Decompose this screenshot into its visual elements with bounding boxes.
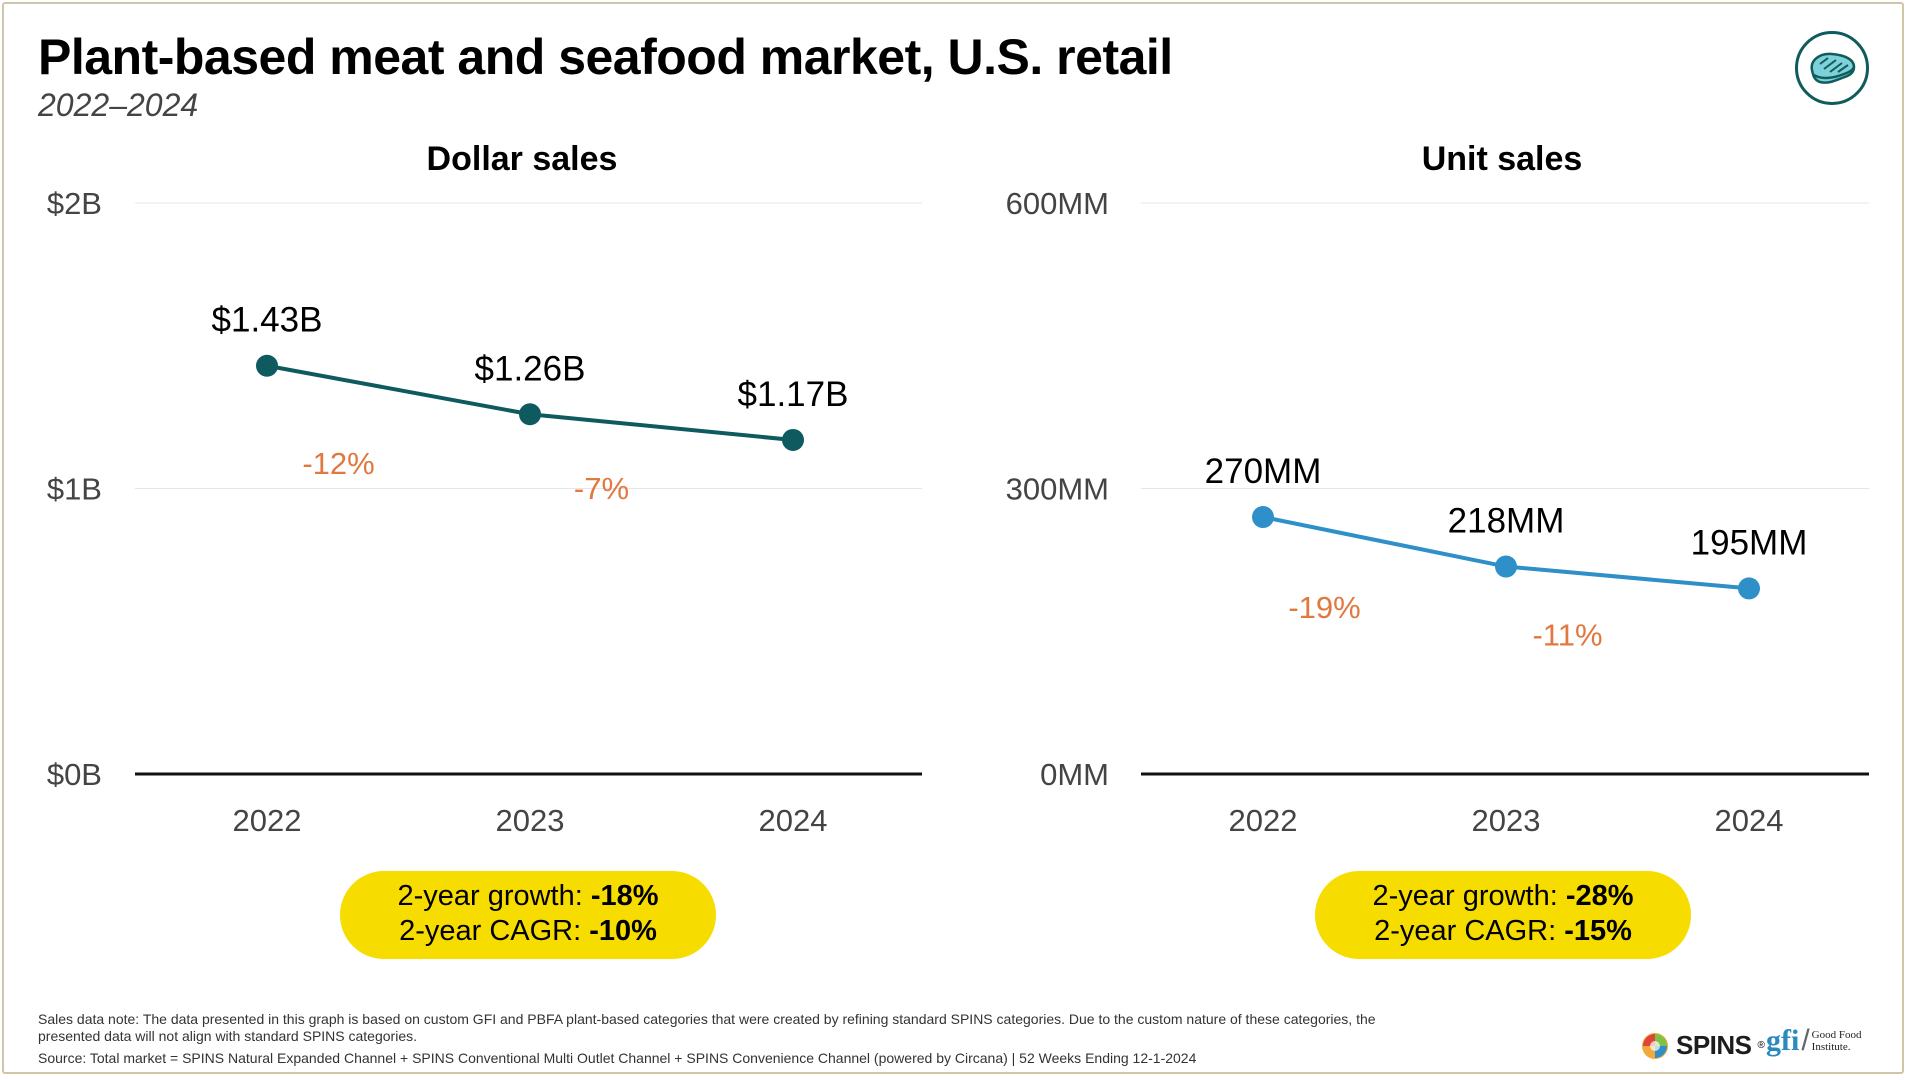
dollar-x-tick-label: 2024 [759,803,828,838]
unit-change-label: -11% [1532,617,1602,652]
dollar-chart-title: Dollar sales [427,140,618,178]
unit-summary-badge: 2-year growth: -28% 2-year CAGR: -15% [1315,871,1691,959]
dollar-data-point [782,428,804,451]
gfi-divider: / [1801,1024,1810,1057]
unit-y-tick-label: 300MM [1006,472,1109,507]
dollar-x-tick-label: 2022 [233,803,302,838]
unit-data-point [1738,577,1760,600]
dollar-growth-label: 2-year growth: [397,880,591,912]
dollar-change-label: -12% [302,446,374,481]
steak-icon [1795,31,1869,105]
source-note: Source: Total market = SPINS Natural Exp… [38,1050,1197,1066]
dollar-y-tick-label: $2B [47,186,102,221]
sales-data-note: Sales data note: The data presented in t… [38,1011,1376,1044]
spins-registered-mark: ® [1757,1040,1765,1051]
spins-logo: SPINS ® [1640,1030,1765,1061]
unit-data-label: 218MM [1448,502,1565,541]
dollar-data-point [256,354,278,377]
unit-data-point [1495,555,1517,578]
unit-chart-title: Unit sales [1422,140,1583,178]
unit-x-tick-label: 2024 [1715,803,1784,838]
unit-y-tick-label: 0MM [1040,757,1109,792]
unit-x-tick-label: 2022 [1229,803,1298,838]
dollar-data-label: $1.43B [212,301,323,340]
gfi-logo: gfi / Good Food Institute. [1766,1024,1861,1058]
unit-change-label: -19% [1288,590,1360,625]
gfi-name-line-1: Good Food [1811,1029,1862,1041]
dollar-data-label: $1.26B [475,349,586,388]
unit-data-point [1252,506,1274,529]
dollar-y-tick-label: $0B [47,757,102,792]
gfi-name-line-2: Institute. [1811,1041,1851,1053]
dollar-cagr-value: -10% [589,915,657,947]
dollar-data-label: $1.17B [738,375,849,414]
page-title: Plant-based meat and seafood market, U.S… [38,29,1173,85]
unit-x-tick-label: 2023 [1472,803,1541,838]
dollar-y-tick-label: $1B [47,472,102,507]
dollar-growth-value: -18% [590,880,659,912]
unit-cagr-value: -15% [1564,915,1632,947]
unit-data-label: 270MM [1205,452,1322,491]
dollar-data-point [519,403,541,426]
dollar-summary-badge: 2-year growth: -18% 2-year CAGR: -10% [340,871,716,959]
unit-cagr-label: 2-year CAGR: [1374,915,1565,947]
unit-y-tick-label: 600MM [1006,186,1109,221]
spins-globe-icon [1642,1032,1668,1059]
dollar-cagr-label: 2-year CAGR: [399,915,590,947]
dollar-change-label: -7% [574,471,629,506]
gfi-wordmark: gfi [1766,1024,1800,1057]
unit-data-label: 195MM [1691,523,1808,562]
gfi-name: Good Food Institute. [1812,1029,1862,1053]
unit-growth-value: -28% [1565,880,1634,912]
unit-growth-label: 2-year growth: [1372,880,1566,912]
page-subtitle: 2022–2024 [38,87,199,123]
dollar-x-tick-label: 2023 [496,803,565,838]
spins-wordmark: SPINS [1676,1030,1752,1060]
